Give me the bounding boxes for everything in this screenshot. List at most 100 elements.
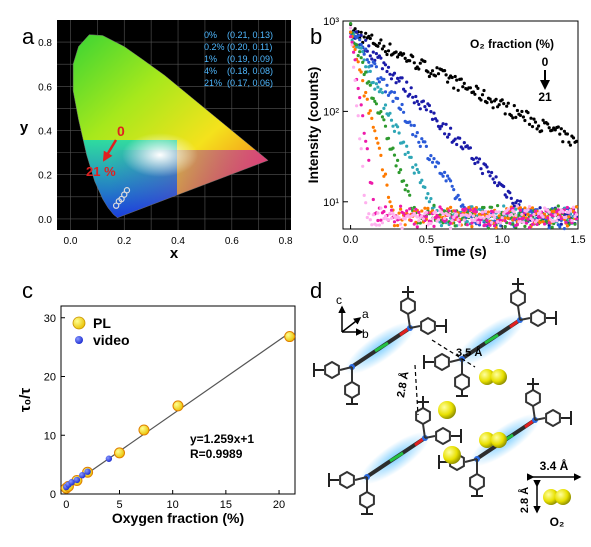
decay-point [443, 216, 447, 220]
x-tick-label: 0.0 [343, 234, 358, 246]
axis-b-label: b [362, 327, 369, 341]
decay-point [423, 140, 427, 144]
decay-point [421, 99, 425, 103]
bond [422, 423, 426, 439]
decay-point [458, 223, 462, 227]
decay-point [449, 226, 453, 230]
decay-point [427, 158, 431, 162]
decay-point [403, 89, 407, 93]
decay-point [523, 118, 527, 123]
decay-point [456, 193, 460, 197]
decay-point [485, 165, 489, 169]
decay-point [502, 102, 506, 106]
decay-point [443, 132, 447, 136]
decay-point [455, 142, 459, 147]
decay-point [488, 174, 492, 178]
decay-point [511, 222, 515, 226]
cie-arrow-start-label: 0 [117, 123, 125, 139]
decay-point [396, 158, 400, 162]
decay-point [408, 207, 412, 211]
sv-pl-point [172, 400, 184, 412]
decay-point [373, 62, 377, 66]
panel-b-letter: b [310, 24, 322, 49]
decay-point [383, 90, 388, 94]
decay-point [526, 208, 530, 212]
decay-point [482, 205, 486, 210]
decay-point [506, 211, 510, 215]
decay-point [515, 204, 520, 208]
sv-r-value: R=0.9989 [190, 447, 243, 461]
decay-point [515, 199, 520, 203]
decay-point [476, 86, 480, 90]
cie-legend-pct: 1% [204, 54, 217, 64]
panel-a: a 0% (0.21, 0.13)0.2% (0.20, 0.11) 1% (0.19,… [20, 20, 293, 262]
decay-point [488, 223, 492, 227]
decay-point [494, 210, 498, 214]
decay-point [418, 144, 422, 148]
cie-legend-pct: 0% [204, 30, 217, 40]
decay-point [538, 220, 542, 225]
decay-point [418, 61, 422, 65]
decay-point [453, 224, 457, 228]
decay-point [355, 30, 359, 34]
decay-point [547, 210, 551, 214]
decay-point [368, 54, 372, 58]
decay-point [558, 210, 562, 214]
decay-point [530, 222, 535, 226]
decay-point [370, 64, 374, 68]
decay-point [379, 218, 383, 222]
decay-point [476, 220, 480, 224]
decay-point [543, 222, 547, 226]
decay-point [455, 78, 459, 82]
decay-point [514, 213, 518, 217]
decay-point [496, 184, 500, 188]
sv-video-point [84, 468, 91, 475]
decay-point [424, 210, 428, 214]
x-tick-label: 0.2 [117, 236, 131, 247]
decay-point [353, 47, 357, 52]
sv-pl-point [114, 447, 125, 459]
y-tick-label: 10¹ [323, 197, 339, 209]
decay-point [556, 208, 560, 212]
decay-point [424, 108, 428, 112]
decay-point [391, 212, 395, 216]
decay-point [389, 216, 394, 220]
decay-point [382, 106, 386, 110]
decay-point [365, 147, 369, 151]
decay-point [462, 141, 466, 145]
decay-point [515, 108, 520, 113]
decay-point [373, 99, 377, 103]
decay-point [415, 131, 419, 135]
phenyl-ring [344, 380, 360, 400]
bond [409, 325, 421, 329]
decay-point [561, 140, 565, 144]
decay-point [444, 73, 448, 77]
y-tick-label: 0.8 [38, 38, 52, 49]
decay-point [350, 40, 354, 44]
decay-point [443, 69, 447, 73]
decay-point [523, 224, 527, 228]
x-tick-label: 20 [273, 499, 285, 511]
decay-point [532, 117, 536, 121]
decay-point [359, 56, 363, 60]
decay-point [374, 223, 378, 227]
decay-point [406, 189, 410, 193]
decay-point [520, 109, 524, 114]
decay-point [374, 65, 378, 69]
decay-point [383, 50, 388, 54]
bond [517, 305, 521, 321]
decay-point [552, 219, 556, 223]
decay-point [550, 225, 554, 229]
decay-point [406, 150, 410, 155]
decay-point [547, 223, 551, 228]
decay-point [470, 225, 474, 229]
decay-legend-top: 0 [542, 55, 549, 69]
decay-point [426, 206, 430, 210]
decay-point [417, 140, 421, 144]
decay-point [559, 127, 563, 131]
decay-point [409, 123, 413, 127]
decay-point [427, 200, 431, 204]
decay-point [464, 207, 468, 211]
decay-point [388, 72, 392, 76]
